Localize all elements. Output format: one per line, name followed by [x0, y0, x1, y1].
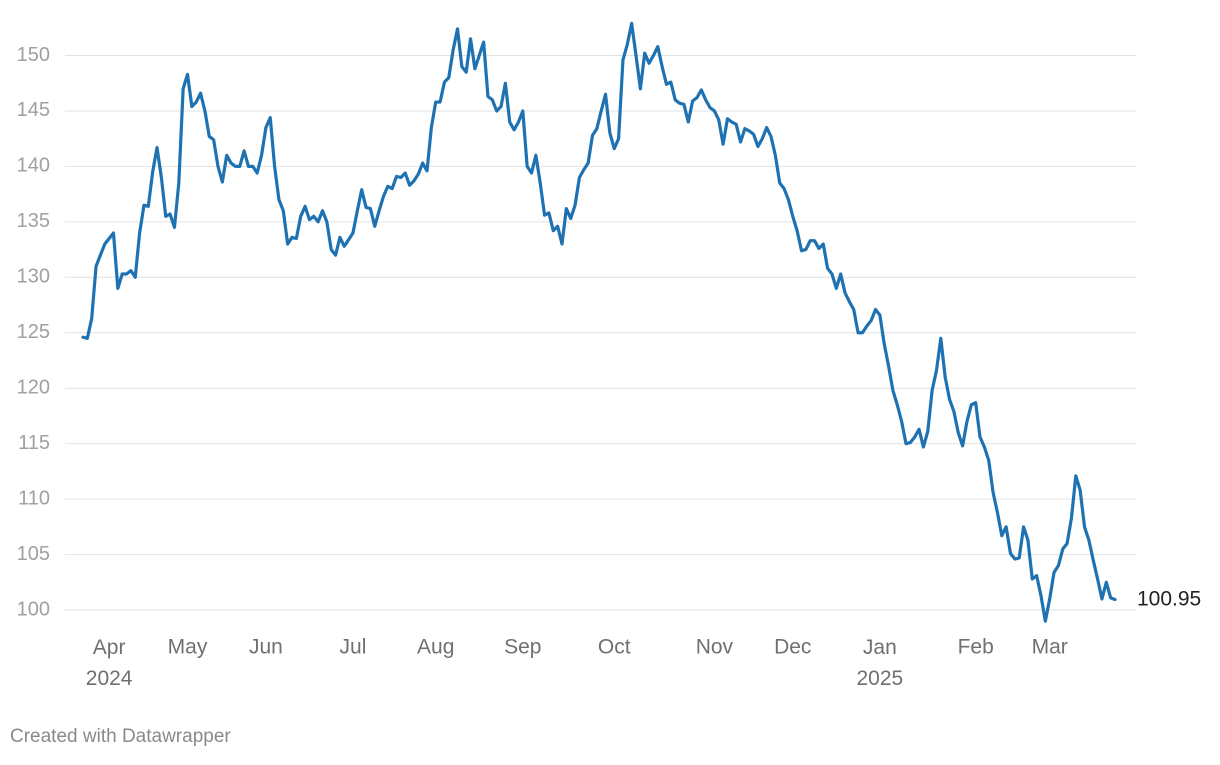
y-tick-label: 105	[17, 543, 50, 565]
x-tick-label: Nov	[696, 636, 734, 659]
x-tick-label: Jan 2025	[857, 636, 904, 690]
x-tick-label: May	[168, 636, 208, 659]
credit: Created with Datawrapper	[10, 726, 231, 747]
x-tick-label: Sep	[504, 636, 541, 659]
y-tick-label: 100	[17, 598, 50, 620]
y-tick-label: 120	[17, 376, 50, 398]
end-value-label: 100.95	[1137, 588, 1201, 611]
y-tick-label: 140	[17, 155, 50, 177]
x-tick-label: Jun	[249, 636, 283, 659]
y-tick-label: 150	[17, 44, 50, 66]
y-tick-label: 125	[17, 321, 50, 343]
y-tick-label: 135	[17, 210, 50, 232]
y-tick-label: 130	[17, 266, 50, 288]
x-tick-label: Jul	[340, 636, 367, 659]
x-tick-label: Feb	[958, 636, 994, 659]
y-tick-label: 115	[18, 432, 50, 454]
price-line	[81, 21, 1117, 623]
y-tick-label: 110	[18, 487, 50, 509]
y-tick-label: 145	[17, 99, 50, 121]
x-tick-label: Apr 2024	[86, 636, 133, 690]
x-tick-label: Dec	[774, 636, 811, 659]
x-tick-label: Oct	[598, 636, 631, 659]
x-tick-label: Aug	[417, 636, 454, 659]
x-tick-label: Mar	[1032, 636, 1068, 659]
